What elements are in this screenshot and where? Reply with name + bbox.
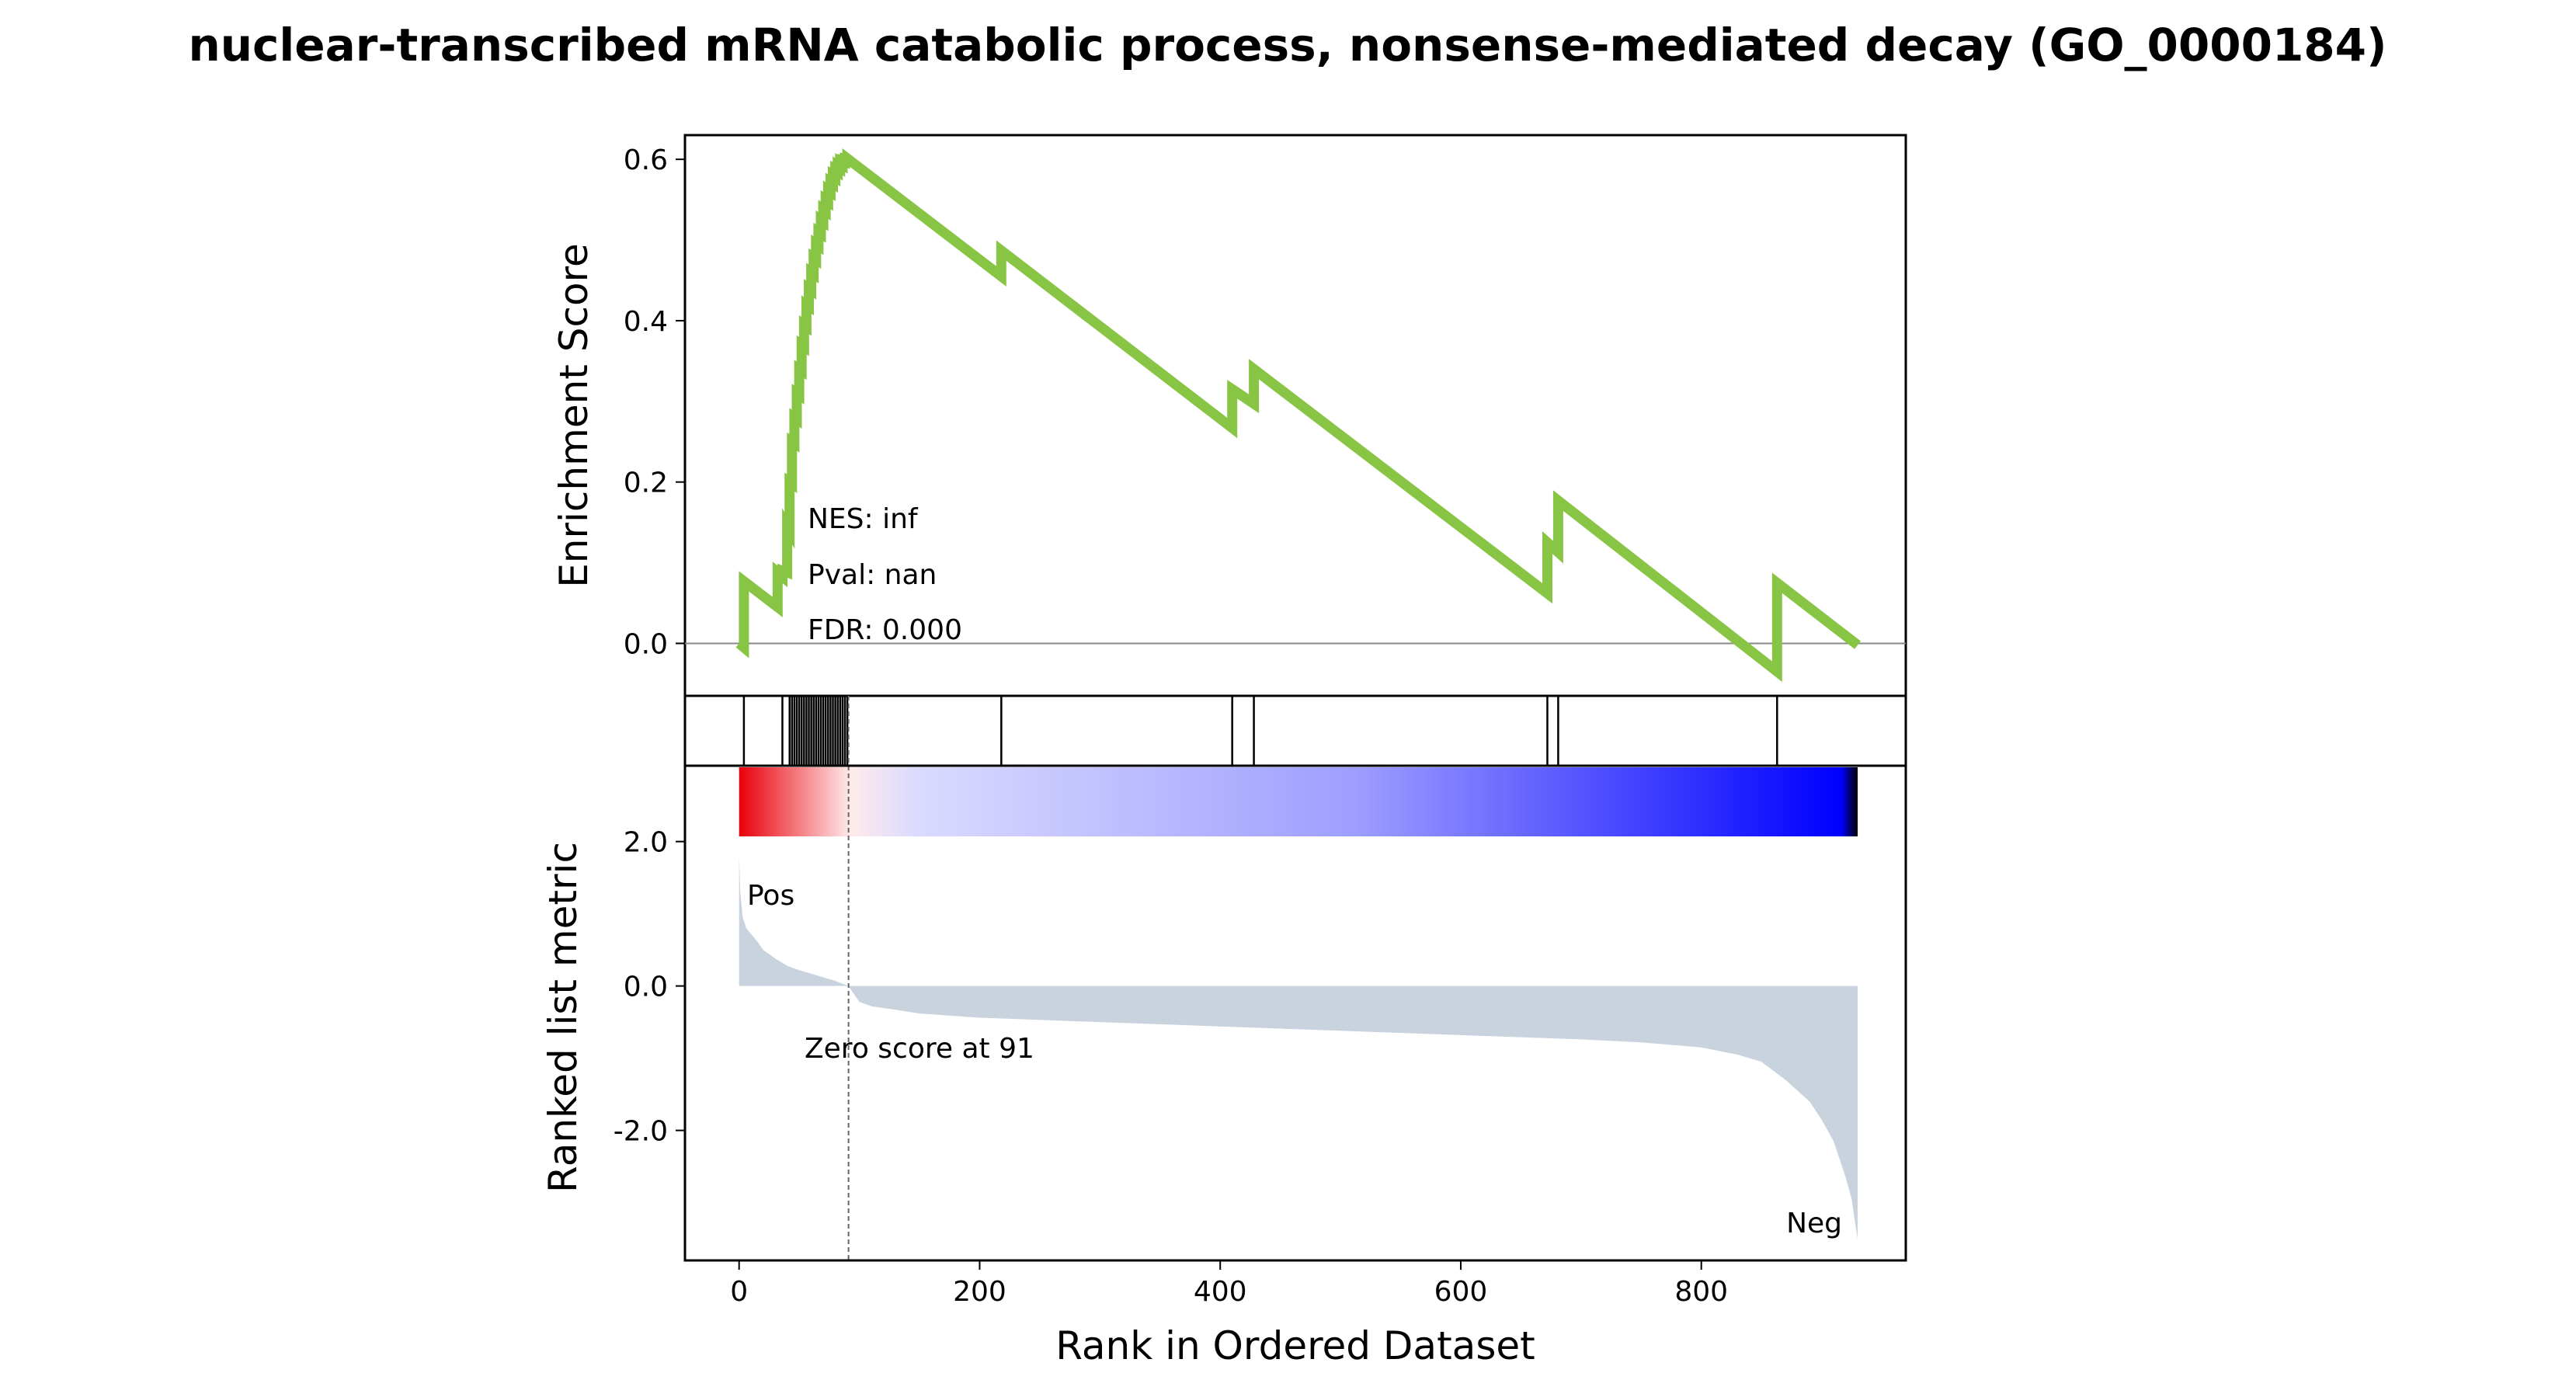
hit-marks [742, 696, 1778, 766]
es-panel: 0.0 0.2 0.4 0.6 Enrichment Score NES: inf P… [551, 134, 1907, 697]
hits-panel-frame [683, 694, 1907, 767]
es-y-tick-label: 0.4 [624, 306, 668, 338]
x-axis-label: Rank in Ordered Dataset [1055, 1323, 1535, 1368]
es-y-axis: 0.0 0.2 0.4 0.6 [624, 144, 685, 660]
x-axis: 0 200 400 600 800 [730, 1260, 1728, 1308]
es-y-tick-label: 0.0 [624, 628, 668, 660]
nes-annotation: NES: inf [808, 503, 919, 535]
es-y-axis-label: Enrichment Score [551, 243, 596, 588]
x-tick-label: 600 [1434, 1276, 1488, 1308]
pos-label: Pos [747, 880, 794, 912]
metric-y-tick-label: -2.0 [614, 1116, 668, 1148]
es-panel-frame [683, 134, 1907, 697]
x-tick-label: 400 [1194, 1276, 1247, 1308]
pval-annotation: Pval: nan [808, 559, 937, 591]
metric-y-tick-label: 0.0 [624, 972, 668, 1003]
x-tick-label: 0 [730, 1276, 748, 1308]
es-y-tick-label: 0.6 [624, 144, 668, 176]
chart-title: nuclear-transcribed mRNA catabolic proce… [188, 19, 2387, 71]
fdr-annotation: FDR: 0.000 [808, 614, 962, 646]
metric-panel-frame [683, 764, 1907, 1262]
zero-score-annotation: Zero score at 91 [805, 1033, 1034, 1065]
metric-panel: 2.0 0.0 -2.0 Ranked list metric Pos Neg Ze… [541, 696, 1907, 1262]
metric-y-tick-label: 2.0 [624, 827, 668, 859]
metric-y-axis-label: Ranked list metric [541, 842, 586, 1193]
es-y-tick-label: 0.2 [624, 468, 668, 499]
neg-label: Neg [1786, 1208, 1842, 1239]
x-tick-label: 800 [1674, 1276, 1728, 1308]
x-tick-label: 200 [953, 1276, 1006, 1308]
es-series-line [735, 148, 1861, 683]
ranked-colorbar [739, 767, 1858, 836]
metric-y-axis: 2.0 0.0 -2.0 [614, 827, 685, 1148]
hits-panel [683, 694, 1907, 767]
